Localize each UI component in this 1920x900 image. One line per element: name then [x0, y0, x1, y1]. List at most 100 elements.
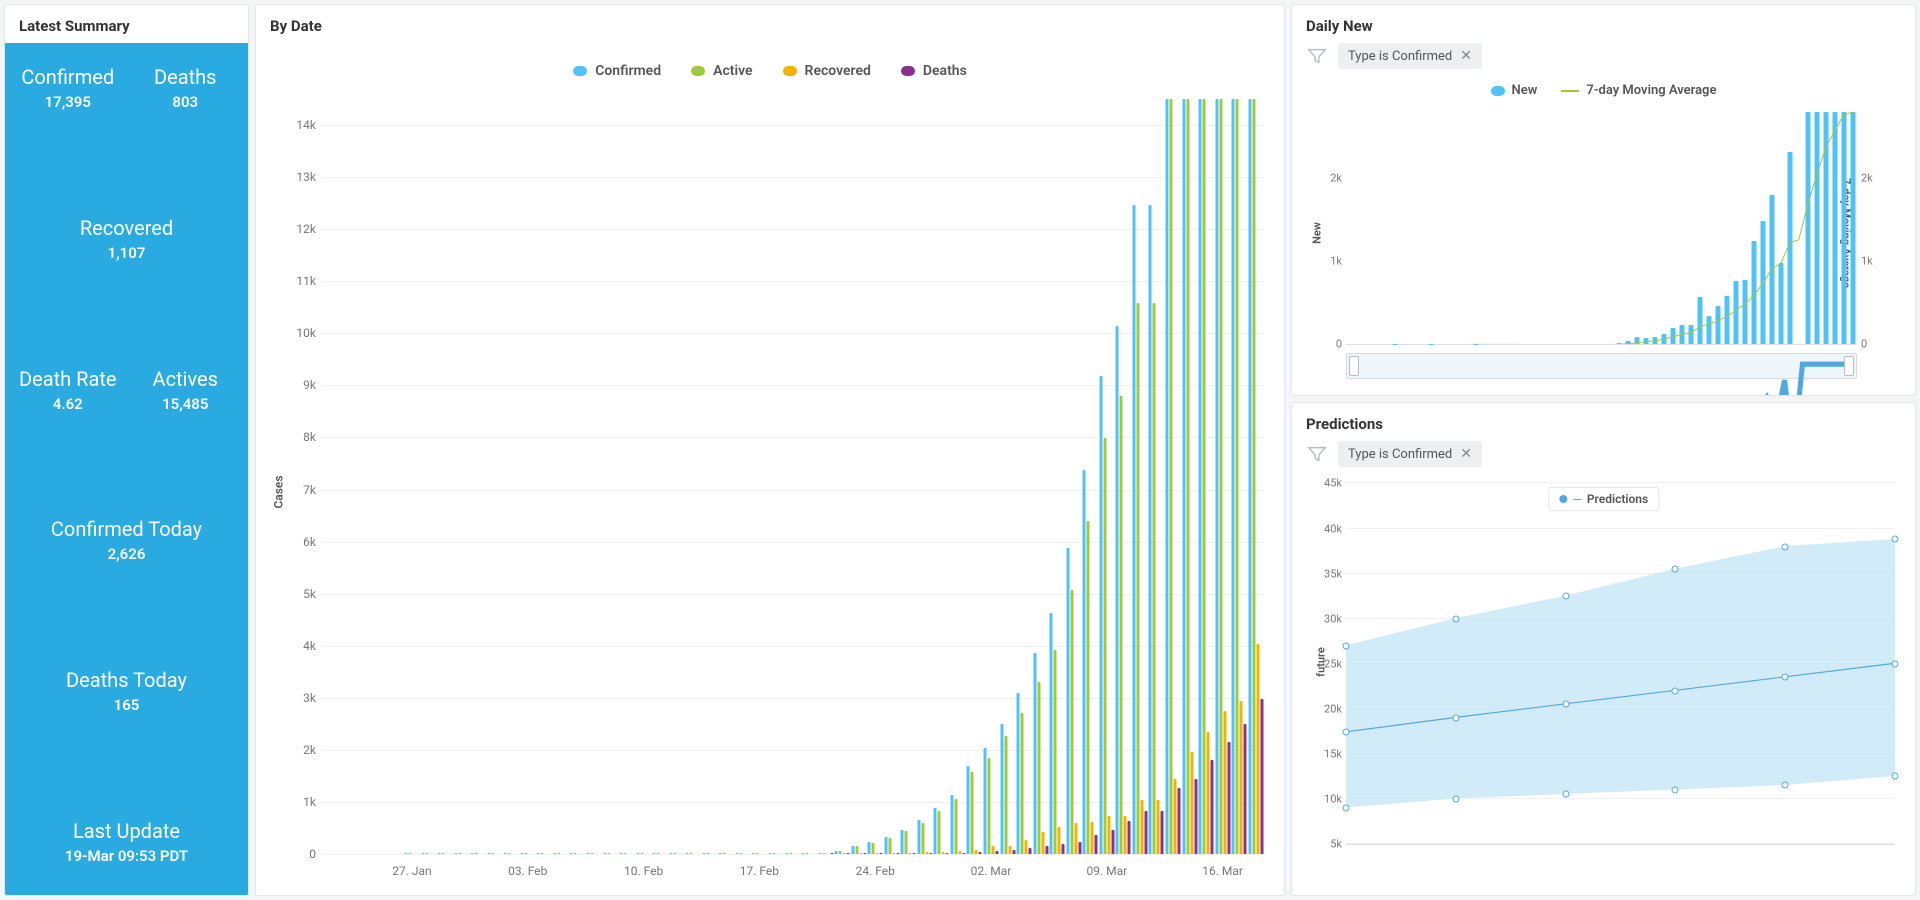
bar-group[interactable] — [686, 99, 701, 854]
bar-group[interactable] — [421, 99, 436, 854]
xtick: 16. Mar — [1202, 864, 1243, 878]
bar-group[interactable] — [1166, 99, 1181, 854]
legend-ma[interactable]: 7-day Moving Average — [1561, 83, 1716, 98]
filter-icon[interactable] — [1306, 45, 1328, 67]
filter-chip[interactable]: Type is Confirmed ✕ — [1338, 441, 1482, 467]
bar-group[interactable] — [636, 99, 651, 854]
bar-group[interactable] — [355, 99, 370, 854]
bar-group[interactable] — [950, 99, 965, 854]
xtick: 02. Mar — [971, 864, 1012, 878]
bydate-plot[interactable]: 01k2k3k4k5k6k7k8k9k10k11k12k13k14k27. Ja… — [321, 99, 1264, 855]
bar-group[interactable] — [1000, 99, 1015, 854]
bar-group[interactable] — [967, 99, 982, 854]
bar-group[interactable] — [404, 99, 419, 854]
bar-group[interactable] — [371, 99, 386, 854]
prediction-point[interactable] — [1343, 804, 1350, 811]
bar-group[interactable] — [984, 99, 999, 854]
ytick: 1k — [271, 795, 316, 809]
prediction-point[interactable] — [1562, 593, 1569, 600]
prediction-point[interactable] — [1452, 714, 1459, 721]
close-icon[interactable]: ✕ — [1460, 446, 1472, 462]
bar-group[interactable] — [653, 99, 668, 854]
bar-group[interactable] — [487, 99, 502, 854]
bar-group[interactable] — [702, 99, 717, 854]
bar-group[interactable] — [785, 99, 800, 854]
bar-group[interactable] — [1199, 99, 1214, 854]
prediction-point[interactable] — [1892, 773, 1899, 780]
bar-group[interactable] — [1050, 99, 1065, 854]
bar-group[interactable] — [802, 99, 817, 854]
bar-group[interactable] — [1099, 99, 1114, 854]
bar-group[interactable] — [471, 99, 486, 854]
bar-group[interactable] — [752, 99, 767, 854]
bar-group[interactable] — [1116, 99, 1131, 854]
legend-confirmed[interactable]: Confirmed — [573, 63, 661, 79]
bar — [1021, 713, 1024, 854]
bar-group[interactable] — [719, 99, 734, 854]
prediction-point[interactable] — [1343, 729, 1350, 736]
prediction-point[interactable] — [1672, 566, 1679, 573]
bar-group[interactable] — [454, 99, 469, 854]
brush-handle-left[interactable] — [1349, 356, 1359, 376]
bar-group[interactable] — [1232, 99, 1247, 854]
close-icon[interactable]: ✕ — [1460, 48, 1472, 64]
bar-group[interactable] — [1132, 99, 1147, 854]
bar-group[interactable] — [1066, 99, 1081, 854]
bar-group[interactable] — [620, 99, 635, 854]
bar-group[interactable] — [669, 99, 684, 854]
bar-group[interactable] — [835, 99, 850, 854]
bar-group[interactable] — [884, 99, 899, 854]
bar-group[interactable] — [504, 99, 519, 854]
bar-group[interactable] — [537, 99, 552, 854]
bar — [847, 853, 850, 854]
brush-handle-right[interactable] — [1844, 356, 1854, 376]
filter-icon[interactable] — [1306, 443, 1328, 465]
bar — [1095, 835, 1098, 854]
bar-group[interactable] — [603, 99, 618, 854]
bar-group[interactable] — [570, 99, 585, 854]
bar-group[interactable] — [818, 99, 833, 854]
bar-group[interactable] — [438, 99, 453, 854]
bar-group[interactable] — [735, 99, 750, 854]
bar-group[interactable] — [586, 99, 601, 854]
bar-group[interactable] — [1017, 99, 1032, 854]
bar-group[interactable] — [868, 99, 883, 854]
legend-new[interactable]: New — [1491, 83, 1538, 98]
prediction-point[interactable] — [1343, 642, 1350, 649]
legend-active[interactable]: Active — [691, 63, 752, 79]
bar-group[interactable] — [851, 99, 866, 854]
bar-group[interactable] — [322, 99, 337, 854]
prediction-point[interactable] — [1562, 791, 1569, 798]
bar-group[interactable] — [917, 99, 932, 854]
bar-group[interactable] — [1083, 99, 1098, 854]
bar-group[interactable] — [901, 99, 916, 854]
bar-group[interactable] — [768, 99, 783, 854]
dailynew-plot[interactable]: 01k2k01k2k03. Feb17. Feb02. Mar16. Mar — [1346, 112, 1857, 345]
bar-group[interactable] — [1149, 99, 1164, 854]
predictions-plot[interactable]: 5k10k15k20k25k30k35k40k45k — [1346, 483, 1895, 845]
bar-group[interactable] — [338, 99, 353, 854]
legend-recovered[interactable]: Recovered — [783, 63, 871, 79]
prediction-point[interactable] — [1452, 795, 1459, 802]
legend-deaths[interactable]: Deaths — [901, 63, 967, 79]
filter-chip[interactable]: Type is Confirmed ✕ — [1338, 43, 1482, 69]
bar — [719, 853, 722, 854]
bar-group[interactable] — [934, 99, 949, 854]
bar-group[interactable] — [1182, 99, 1197, 854]
prediction-point[interactable] — [1782, 543, 1789, 550]
bar-group[interactable] — [553, 99, 568, 854]
prediction-point[interactable] — [1562, 701, 1569, 708]
dailynew-brush[interactable] — [1346, 353, 1857, 379]
prediction-point[interactable] — [1452, 615, 1459, 622]
bar-group[interactable] — [520, 99, 535, 854]
bar-group[interactable] — [1215, 99, 1230, 854]
prediction-point[interactable] — [1892, 660, 1899, 667]
bar-group[interactable] — [388, 99, 403, 854]
prediction-point[interactable] — [1672, 687, 1679, 694]
bar-group[interactable] — [1248, 99, 1263, 854]
prediction-point[interactable] — [1782, 674, 1789, 681]
prediction-point[interactable] — [1782, 782, 1789, 789]
prediction-point[interactable] — [1672, 786, 1679, 793]
bar-group[interactable] — [1033, 99, 1048, 854]
prediction-point[interactable] — [1892, 536, 1899, 543]
